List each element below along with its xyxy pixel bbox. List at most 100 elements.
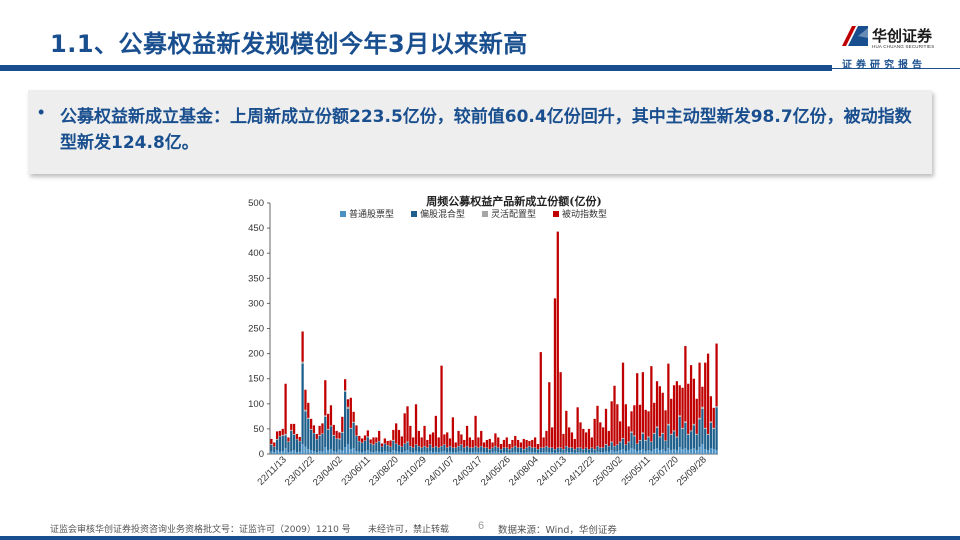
bar-segment-4 <box>687 383 690 434</box>
bar-segment-3 <box>463 447 466 448</box>
bar-segment-2 <box>548 447 551 452</box>
bar-segment-1 <box>664 450 667 454</box>
bar-segment-4 <box>570 432 574 448</box>
bar-segment-3 <box>400 446 403 447</box>
bar-segment-1 <box>366 449 369 454</box>
bar-segment-3 <box>389 446 392 447</box>
bar-segment-2 <box>602 447 605 452</box>
bar-segment-4 <box>329 405 333 426</box>
bar-segment-2 <box>553 449 557 453</box>
bar-segment-2 <box>712 428 715 449</box>
bar-segment-3 <box>548 447 551 448</box>
bar-segment-2 <box>349 428 352 449</box>
bar-segment-4 <box>522 438 525 449</box>
bar-segment-4 <box>451 417 455 448</box>
bar-segment-2 <box>420 447 423 452</box>
bar-segment-2 <box>568 447 571 452</box>
bar-segment-1 <box>616 450 619 454</box>
bar-segment-1 <box>536 452 540 454</box>
bar-segment-2 <box>550 447 554 452</box>
x-tick-label: 23/04/02 <box>311 454 345 488</box>
header-rule <box>0 65 832 71</box>
company-logo: 华创证券 HUA CHUANG SECURITIES <box>832 22 942 66</box>
bar-segment-3 <box>624 444 627 445</box>
bar-segment-3 <box>395 443 398 444</box>
bar-segment-3 <box>295 438 299 440</box>
bar-segment-2 <box>508 449 511 453</box>
bar-segment-3 <box>358 440 361 442</box>
bar-segment-1 <box>655 447 659 454</box>
bar-segment-2 <box>698 419 701 447</box>
bar-segment-2 <box>290 430 293 451</box>
bar-segment-4 <box>344 379 347 391</box>
bar-segment-3 <box>698 417 701 420</box>
bar-segment-1 <box>437 451 440 454</box>
bar-segment-4 <box>482 442 486 448</box>
bar-segment-1 <box>397 451 401 454</box>
bar-segment-3 <box>655 426 659 428</box>
bar-segment-3 <box>556 447 559 448</box>
bar-segment-4 <box>550 427 554 448</box>
bar-segment-4 <box>587 428 591 449</box>
bar-segment-3 <box>704 427 707 429</box>
bar-segment-1 <box>568 451 571 454</box>
bar-segment-4 <box>426 439 429 448</box>
bar-segment-2 <box>627 442 630 450</box>
bar-segment-2 <box>689 431 693 449</box>
bar-segment-2 <box>284 435 287 448</box>
bar-segment-3 <box>488 448 491 450</box>
bar-segment-3 <box>599 447 602 448</box>
bar-segment-1 <box>281 450 284 454</box>
bar-segment-2 <box>465 446 469 452</box>
bar-segment-2 <box>446 447 449 452</box>
bar-segment-2 <box>573 449 576 453</box>
bar-segment-4 <box>692 378 696 424</box>
bar-segment-1 <box>318 450 321 454</box>
bar-segment-1 <box>675 449 679 454</box>
bar-segment-3 <box>284 433 287 436</box>
bar-segment-2 <box>715 407 718 450</box>
bar-segment-2 <box>667 425 670 448</box>
bar-segment-1 <box>701 443 704 454</box>
bar-segment-1 <box>307 448 310 454</box>
y-tick-label: 50 <box>253 424 264 435</box>
bar-segment-4 <box>596 405 599 446</box>
page-number: 6 <box>478 520 485 532</box>
bar-segment-2 <box>429 444 432 451</box>
bar-segment-2 <box>565 446 568 452</box>
bar-segment-1 <box>298 451 301 454</box>
bar-segment-1 <box>653 448 656 454</box>
bar-segment-4 <box>270 438 273 444</box>
data-source: 数据来源：Wind，华创证券 <box>498 525 617 536</box>
bar-segment-1 <box>480 451 483 454</box>
bar-segment-2 <box>505 447 508 452</box>
bar-segment-2 <box>539 447 542 452</box>
logo-text: 华创证券 <box>872 27 933 45</box>
bar-segment-4 <box>644 409 647 440</box>
x-tick-label: 24/03/17 <box>451 454 485 488</box>
bar-segment-3 <box>494 445 497 447</box>
bar-segment-4 <box>670 398 673 434</box>
bar-segment-2 <box>378 441 381 452</box>
bar-segment-2 <box>281 435 284 451</box>
bar-segment-2 <box>440 446 443 452</box>
x-tick-label: 23/10/29 <box>395 454 429 488</box>
bar-segment-4 <box>607 430 610 446</box>
bar-segment-3 <box>650 441 653 442</box>
bar-segment-2 <box>275 439 279 450</box>
bar-segment-1 <box>576 451 579 454</box>
bar-segment-4 <box>701 386 704 407</box>
bar-segment-4 <box>712 407 715 428</box>
bar-segment-2 <box>270 444 273 451</box>
bar-segment-2 <box>678 416 681 447</box>
bar-segment-1 <box>599 451 602 454</box>
bar-segment-4 <box>647 411 650 437</box>
bar-segment-2 <box>321 433 324 452</box>
bar-segment-1 <box>290 450 293 454</box>
bar-segment-1 <box>624 450 627 454</box>
bar-segment-2 <box>695 434 698 450</box>
bar-segment-2 <box>562 449 565 453</box>
bar-segment-3 <box>687 433 690 435</box>
bar-segment-3 <box>542 447 545 448</box>
bar-segment-3 <box>417 445 420 447</box>
